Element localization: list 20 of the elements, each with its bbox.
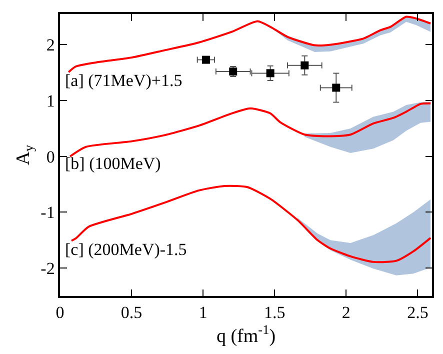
annotation: [a] (71MeV)+1.5 [65,71,182,90]
line-series [68,16,432,74]
x-axis-title: q (fm$^{-1}$) [216,322,276,348]
point [332,84,340,92]
x-tick-label: 2 [342,303,350,322]
point [266,69,274,78]
annotation: [b] (100MeV) [65,154,161,173]
y-tick-label: -1 [40,203,55,222]
line-series [69,102,432,158]
y-tick-label: 2 [46,36,55,55]
point [202,56,210,64]
y-tick-label: -2 [40,259,55,278]
y-tick-label: 0 [46,147,55,166]
x-tick-label: 2.5 [407,303,428,322]
x-tick-label: 0.5 [120,303,142,322]
annotation: [c] (200MeV)-1.5 [65,240,187,259]
point [300,61,309,70]
x-tick-label: 1.5 [264,303,286,322]
y-tick-label: 1 [46,92,55,110]
x-tick-label: 1 [198,303,208,322]
